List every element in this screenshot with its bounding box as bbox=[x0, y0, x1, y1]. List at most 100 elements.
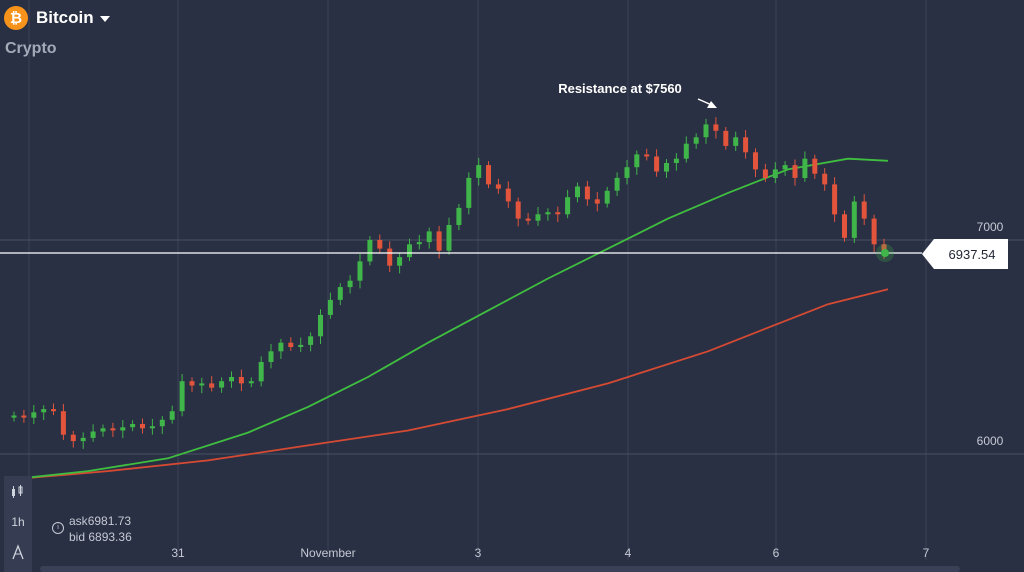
candle-body bbox=[644, 154, 650, 157]
candle-body bbox=[377, 240, 383, 249]
candle-body bbox=[762, 169, 768, 178]
candle-body bbox=[347, 280, 353, 288]
candle-body bbox=[51, 409, 56, 412]
asset-category: Crypto bbox=[5, 40, 57, 57]
candle-body bbox=[189, 381, 195, 386]
y-tick-label: 6000 bbox=[977, 434, 1004, 448]
candle-body bbox=[535, 214, 541, 221]
candle-body bbox=[634, 154, 640, 168]
asset-name: Bitcoin bbox=[36, 8, 94, 27]
candles-icon[interactable] bbox=[4, 478, 32, 506]
candle-body bbox=[466, 177, 472, 208]
candle-body bbox=[397, 257, 403, 266]
arrow-head bbox=[707, 101, 717, 108]
candle-body bbox=[723, 130, 729, 146]
candle-body bbox=[664, 163, 669, 172]
candle-body bbox=[822, 173, 828, 185]
timeframe-label: 1h bbox=[11, 515, 25, 529]
candle-body bbox=[337, 287, 343, 300]
candle-body bbox=[693, 137, 699, 144]
candle-body bbox=[614, 177, 620, 191]
candle-body bbox=[100, 428, 106, 432]
bitcoin-icon: ₿ bbox=[4, 6, 28, 30]
timeframe-button[interactable]: 1h bbox=[4, 508, 32, 536]
candle-body bbox=[792, 165, 798, 178]
last-price-dot bbox=[881, 249, 889, 257]
candle-body bbox=[407, 244, 412, 258]
candle-body bbox=[851, 201, 857, 238]
candle-body bbox=[456, 207, 462, 225]
candle-body bbox=[41, 409, 47, 413]
candle-body bbox=[318, 314, 323, 337]
x-tick-label: 31 bbox=[171, 546, 185, 560]
draw-tool-icon[interactable] bbox=[4, 538, 32, 566]
candle-body bbox=[209, 383, 215, 388]
candle-body bbox=[486, 165, 491, 185]
candle-body bbox=[169, 411, 175, 420]
candle-body bbox=[60, 411, 66, 435]
vertical-gridlines bbox=[28, 0, 927, 560]
y-axis-labels: 7000 6000 bbox=[977, 220, 1004, 448]
candle-body bbox=[258, 362, 264, 382]
resistance-annotation: Resistance at $7560 bbox=[558, 81, 717, 108]
candle-body bbox=[683, 143, 689, 159]
slow-moving-average bbox=[7, 288, 889, 481]
current-price-tag: 6937.54 bbox=[922, 239, 1008, 269]
candle-body bbox=[565, 197, 571, 215]
candle-body bbox=[426, 231, 432, 243]
slow-ma-line bbox=[7, 288, 889, 481]
candle-body bbox=[288, 342, 294, 347]
info-icon: i bbox=[52, 522, 64, 534]
candle-body bbox=[495, 184, 501, 189]
candle-body bbox=[248, 381, 254, 384]
candle-body bbox=[416, 242, 422, 245]
candle-body bbox=[357, 261, 363, 281]
candle-body bbox=[219, 381, 225, 388]
candle-body bbox=[703, 124, 709, 138]
chevron-down-icon bbox=[99, 16, 110, 22]
candle-body bbox=[436, 231, 442, 251]
x-axis-labels: 31 November 3 4 6 7 bbox=[171, 546, 929, 560]
candle-body bbox=[871, 218, 877, 245]
candle-body bbox=[80, 437, 86, 442]
current-price-label: 6937.54 bbox=[949, 247, 996, 262]
candle-body bbox=[753, 152, 758, 170]
fast-ma-line bbox=[7, 157, 889, 481]
x-tick-label: November bbox=[300, 546, 355, 560]
candle-body bbox=[387, 248, 393, 266]
candle-body bbox=[545, 212, 551, 215]
candle-body bbox=[555, 212, 561, 215]
candle-body bbox=[90, 431, 96, 438]
candle-body bbox=[238, 377, 244, 384]
candle-body bbox=[654, 156, 660, 172]
candle-body bbox=[120, 427, 126, 431]
x-tick-label: 7 bbox=[923, 546, 930, 560]
candle-body bbox=[130, 424, 136, 428]
candle-body bbox=[861, 201, 867, 219]
annotation-text: Resistance at $7560 bbox=[558, 81, 682, 96]
candle-body bbox=[772, 169, 778, 178]
current-price-line bbox=[0, 244, 922, 262]
bid-value: 6893.36 bbox=[88, 530, 132, 544]
asset-selector[interactable]: ₿ Bitcoin bbox=[4, 6, 110, 30]
candle-body bbox=[802, 158, 808, 178]
candle-body bbox=[713, 124, 719, 131]
x-tick-label: 4 bbox=[625, 546, 632, 560]
candle-body bbox=[179, 381, 185, 412]
candle-body bbox=[70, 434, 76, 442]
candle-body bbox=[367, 240, 373, 262]
candle-body bbox=[604, 190, 610, 204]
candle-body bbox=[525, 218, 531, 221]
candle-body bbox=[278, 342, 284, 352]
timeline-scrollbar[interactable] bbox=[40, 566, 960, 572]
ask-value: 6981.73 bbox=[87, 514, 132, 528]
candle-body bbox=[515, 201, 521, 219]
candle-body bbox=[31, 412, 37, 418]
candle-body bbox=[782, 165, 788, 170]
candle-body bbox=[308, 336, 314, 345]
candle-body bbox=[505, 188, 511, 202]
candle-body bbox=[268, 351, 274, 362]
candle-body bbox=[110, 428, 116, 431]
candle-body bbox=[842, 214, 847, 238]
